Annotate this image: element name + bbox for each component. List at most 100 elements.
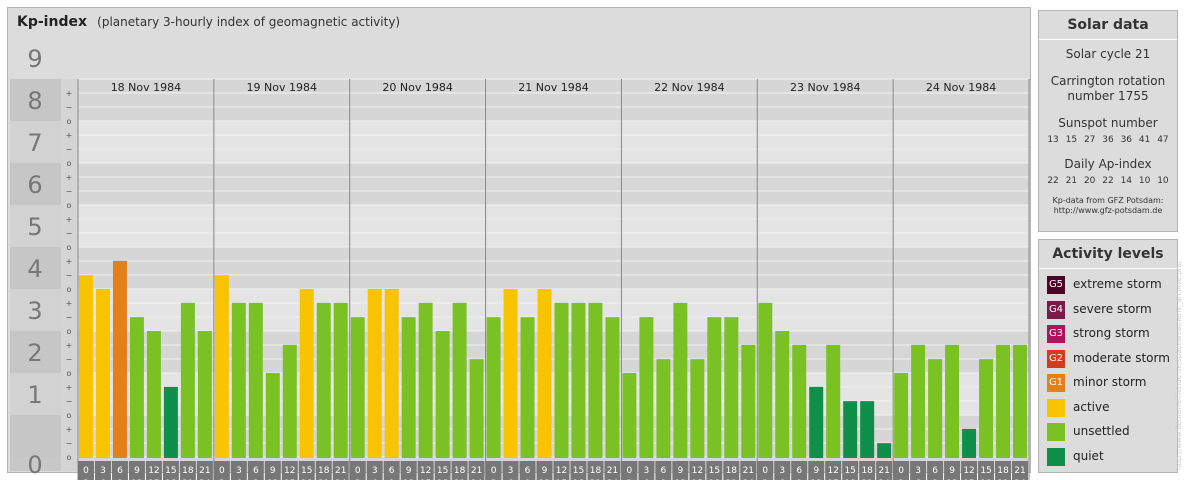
y-tick-label: 7 [27,129,42,157]
interval-box [978,461,995,480]
kp-bar [673,302,688,458]
sub-tick-label: − [66,229,73,238]
legend-swatch: G3 [1047,325,1065,343]
sub-tick-column [61,79,78,471]
interval-start-label: 0 [627,466,633,476]
interval-box [179,461,196,480]
legend-label: active [1073,399,1110,414]
interval-box [621,461,638,480]
sub-tick-label: + [66,215,73,224]
interval-start-label: 18 [726,466,738,476]
kp-bar [418,302,433,458]
sub-tick-label: − [66,103,73,112]
interval-box [876,461,893,480]
interval-box [247,461,264,480]
grid-band [78,205,1029,247]
kp-bar [79,275,93,458]
interval-box [298,461,315,480]
sub-tick-label: o [67,201,72,210]
interval-start-label: 0 [219,466,225,476]
y-tick-label: 9 [27,45,42,73]
sub-tick-label: o [67,117,72,126]
sub-tick-label: + [66,383,73,392]
y-tick-label: 4 [27,255,42,283]
kp-bar [860,401,875,458]
interval-box [927,461,944,480]
grid-band [78,121,1029,163]
sub-tick-label: − [66,271,73,280]
interval-box [485,461,502,480]
interval-box [808,461,825,480]
kp-bar [469,359,484,458]
kp-bar [214,275,229,458]
credit-link[interactable]: http://www.gfz-potsdam.de [1053,206,1163,215]
interval-box [434,461,451,480]
ap-index-label: Daily Ap-index [1064,157,1152,171]
interval-box [825,461,842,480]
interval-box [791,461,808,480]
legend-label: extreme storm [1073,277,1162,291]
interval-box [400,461,417,480]
kp-bar [962,428,977,458]
grid-band [78,247,1029,289]
kp-bar [452,302,467,458]
interval-box [94,461,111,480]
interval-start-label: 9 [542,466,548,476]
grid-band [78,79,1029,121]
interval-box [281,461,298,480]
day-label: 22 Nov 1984 [654,81,724,94]
interval-start-label: 15 [573,466,584,476]
interval-start-label: 9 [677,466,683,476]
solar-cycle: Solar cycle 21 [1065,47,1151,61]
activity-levels-panel: Activity levels G5 extreme storm G4 severe … [1038,239,1178,473]
kp-bar [197,331,212,458]
interval-start-label: 21 [743,466,754,476]
interval-box [366,461,383,480]
interval-box [332,461,349,480]
kp-bar [333,302,348,458]
interval-box [570,461,587,480]
interval-start-label: 18 [861,466,873,476]
kp-bar [520,317,535,458]
interval-start-label: 21 [471,466,482,476]
interval-start-label: 0 [83,466,89,476]
kp-bar [146,331,161,458]
interval-start-label: 6 [117,466,123,476]
interval-box [910,461,927,480]
interval-box [111,461,128,480]
interval-start-label: 21 [1014,466,1025,476]
sub-tick-label: o [67,243,72,252]
sub-tick-label: o [67,411,72,420]
interval-start-label: 9 [949,466,955,476]
interval-start-label: 18 [590,466,602,476]
kp-bar [231,302,246,458]
interval-box [859,461,876,480]
interval-start-label: 18 [318,466,330,476]
legend-swatch [1047,447,1065,466]
watermark-url: http://www.fleurenleifiende.de/spaceweat… [1175,261,1183,470]
legend-label: minor storm [1073,375,1147,389]
interval-start-label: 12 [556,466,567,476]
kp-bar [537,289,552,458]
ap-index-values: 22 21 20 22 14 10 10 [1047,176,1169,186]
interval-box [468,461,485,480]
y-tick-label: 1 [27,381,42,409]
sub-tick-label: + [66,341,73,350]
interval-start-label: 0 [491,466,497,476]
kp-bar [775,331,790,458]
sub-tick-label: o [67,159,72,168]
interval-box [723,461,740,480]
kp-bar [690,359,705,458]
kp-bar [1013,344,1027,458]
interval-box [162,461,179,480]
kp-bar [112,260,127,458]
kp-bar [486,317,501,458]
interval-start-label: 21 [607,466,618,476]
interval-start-label: 15 [165,466,176,476]
kp-bar [95,289,110,458]
interval-start-label: 15 [301,466,312,476]
interval-start-label: 15 [437,466,448,476]
legend-swatch: G1 [1047,374,1065,392]
interval-start-label: 3 [644,466,650,476]
